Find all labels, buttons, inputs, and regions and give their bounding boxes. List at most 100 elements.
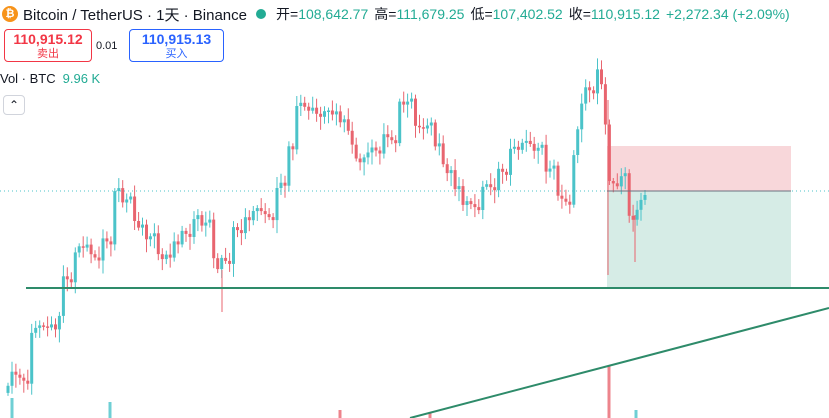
candle: [342, 115, 346, 133]
stop-loss-zone[interactable]: [607, 146, 791, 191]
candle: [77, 243, 81, 258]
ascending-trendline[interactable]: [409, 307, 829, 418]
candle: [568, 194, 572, 214]
candle: [125, 193, 129, 213]
volume-bars: [10, 366, 638, 418]
candle: [362, 154, 366, 176]
candle: [323, 106, 326, 124]
candle: [30, 323, 34, 395]
buy-label: 买入: [165, 48, 188, 60]
buy-button[interactable]: 110,915.13 买入: [129, 29, 224, 62]
candle: [192, 211, 196, 244]
sell-button[interactable]: 110,915.12 卖出: [4, 29, 92, 62]
high-value: 111,679.25: [396, 6, 465, 22]
candle: [366, 142, 370, 165]
candle: [188, 223, 192, 250]
candle: [46, 316, 50, 337]
candle: [57, 311, 61, 343]
candle: [239, 219, 243, 246]
candle: [224, 247, 228, 264]
candle: [101, 229, 105, 274]
candle: [85, 236, 89, 252]
candle: [469, 198, 473, 210]
candle: [580, 93, 584, 143]
candle: [148, 233, 152, 247]
candle: [156, 225, 160, 261]
candle: [38, 320, 42, 338]
volume-bar: [607, 366, 611, 418]
candle: [418, 114, 421, 134]
candle: [354, 137, 358, 162]
candle: [536, 142, 540, 164]
candle: [216, 253, 220, 274]
candle: [457, 177, 461, 202]
candle: [267, 208, 271, 221]
sell-label: 卖出: [37, 48, 59, 60]
candle: [184, 227, 188, 242]
candle: [623, 167, 627, 190]
candle: [176, 234, 180, 254]
candle: [540, 141, 544, 155]
candle: [279, 173, 283, 195]
buy-price: 110,915.13: [141, 31, 212, 47]
candle: [42, 322, 46, 331]
candle: [129, 192, 133, 204]
candle: [180, 225, 184, 248]
candle: [406, 93, 410, 118]
candle: [109, 236, 113, 257]
candle: [283, 175, 287, 198]
candle: [26, 369, 30, 390]
candle: [303, 96, 307, 111]
candle: [358, 153, 362, 171]
candle: [485, 180, 489, 190]
candle: [473, 194, 477, 218]
candle: [437, 133, 441, 156]
candle: [441, 135, 445, 168]
candle: [145, 219, 148, 253]
candle: [307, 102, 311, 120]
collapse-legend-button[interactable]: ⌃: [3, 95, 25, 115]
candle: [425, 118, 429, 134]
candle: [275, 177, 279, 234]
candle: [509, 138, 512, 186]
candle: [481, 180, 485, 220]
candle: [236, 223, 239, 238]
candle: [588, 81, 592, 103]
candle: [327, 107, 330, 124]
candle: [255, 205, 259, 221]
volume-label: Vol · BTC: [0, 71, 56, 86]
candle: [378, 146, 382, 165]
candle: [34, 320, 38, 338]
candle: [160, 248, 164, 271]
candle: [505, 168, 508, 181]
candle: [208, 210, 212, 228]
candle: [390, 130, 394, 145]
candle: [196, 209, 200, 232]
bitcoin-icon: ₿: [2, 6, 18, 22]
candle: [121, 180, 125, 208]
candle: [528, 131, 532, 147]
candle: [398, 98, 402, 147]
market-status-icon: [256, 9, 266, 19]
candle: [465, 196, 469, 216]
candle: [635, 200, 639, 226]
open-label: 开=: [276, 6, 299, 22]
candle: [251, 206, 255, 226]
candle: [477, 199, 481, 215]
candle: [607, 119, 611, 185]
candle: [627, 169, 631, 223]
candle: [631, 204, 635, 232]
candle: [548, 160, 552, 178]
volume-bar: [108, 402, 112, 418]
symbol-title[interactable]: Bitcoin / TetherUS · 1天 · Binance: [23, 6, 247, 24]
candle: [287, 141, 291, 192]
candle: [315, 98, 319, 122]
volume-bar: [10, 398, 14, 418]
take-profit-zone[interactable]: [607, 191, 791, 288]
candle: [172, 232, 176, 262]
symbol-legend: ₿ Bitcoin / TetherUS · 1天 · Binance 开= 10…: [0, 3, 790, 25]
candle: [394, 135, 398, 153]
candle: [247, 210, 251, 232]
candle: [271, 213, 275, 229]
